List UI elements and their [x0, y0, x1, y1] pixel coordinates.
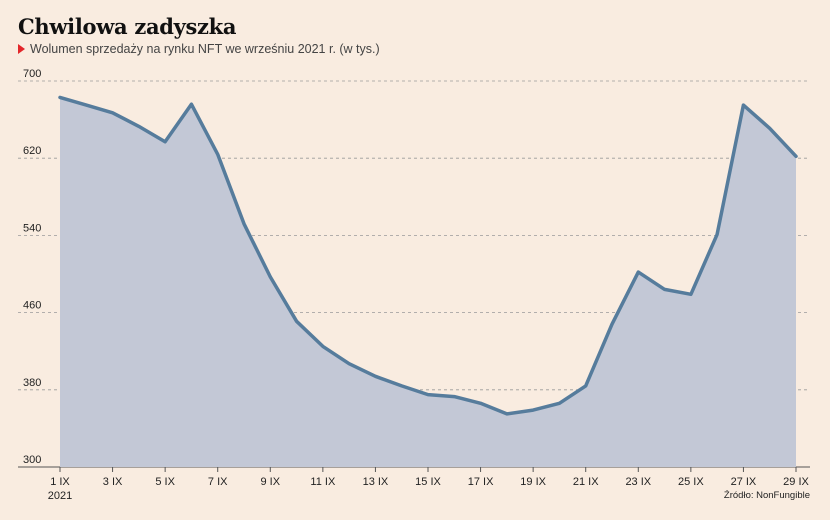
y-tick-label-620: 620 — [23, 145, 41, 157]
series-line-group — [58, 95, 798, 416]
x-tick-label-23: 23 IX — [625, 476, 651, 488]
x-tick-label-5: 5 IX — [155, 476, 175, 488]
red-triangle-bullet-icon — [18, 44, 25, 54]
area-fill — [60, 97, 796, 468]
y-tick-label-460: 460 — [23, 300, 41, 312]
x-tick-label-29: 29 IX — [783, 476, 809, 488]
y-tick-label-540: 540 — [23, 222, 41, 234]
x-tick-label-19: 19 IX — [520, 476, 546, 488]
x-tick-sublabel-year: 2021 — [48, 490, 72, 502]
series-line — [58, 95, 798, 416]
x-tick-label-21: 21 IX — [573, 476, 599, 488]
chart-subtitle-text: Wolumen sprzedaży na rynku NFT we wrześn… — [30, 42, 380, 56]
chart-subtitle: Wolumen sprzedaży na rynku NFT we wrześn… — [18, 42, 380, 56]
y-tick-label-300: 300 — [23, 454, 41, 466]
x-tick-label-3: 3 IX — [103, 476, 123, 488]
x-tick-label-9: 9 IX — [260, 476, 280, 488]
x-tick-label-25: 25 IX — [678, 476, 704, 488]
y-axis-ticks: 300 380 460 540 620 700 — [23, 68, 41, 466]
x-tick-label-27: 27 IX — [731, 476, 757, 488]
x-tick-label-1: 1 IX — [50, 476, 70, 488]
x-tick-label-13: 13 IX — [363, 476, 389, 488]
x-tick-label-17: 17 IX — [468, 476, 494, 488]
y-tick-label-700: 700 — [23, 68, 41, 80]
y-tick-label-380: 380 — [23, 377, 41, 389]
x-tick-label-7: 7 IX — [208, 476, 228, 488]
source-note: Źródło: NonFungible — [723, 490, 810, 501]
x-axis-ticks: 1 IX 3 IX 5 IX 7 IX 9 IX 11 IX 13 IX 15 IX 17 IX… — [48, 467, 810, 502]
chart-title: Chwilowa zadyszka — [18, 14, 237, 39]
x-tick-label-11: 11 IX — [310, 476, 336, 488]
area-fill-group — [60, 97, 796, 468]
x-tick-label-15: 15 IX — [415, 476, 441, 488]
